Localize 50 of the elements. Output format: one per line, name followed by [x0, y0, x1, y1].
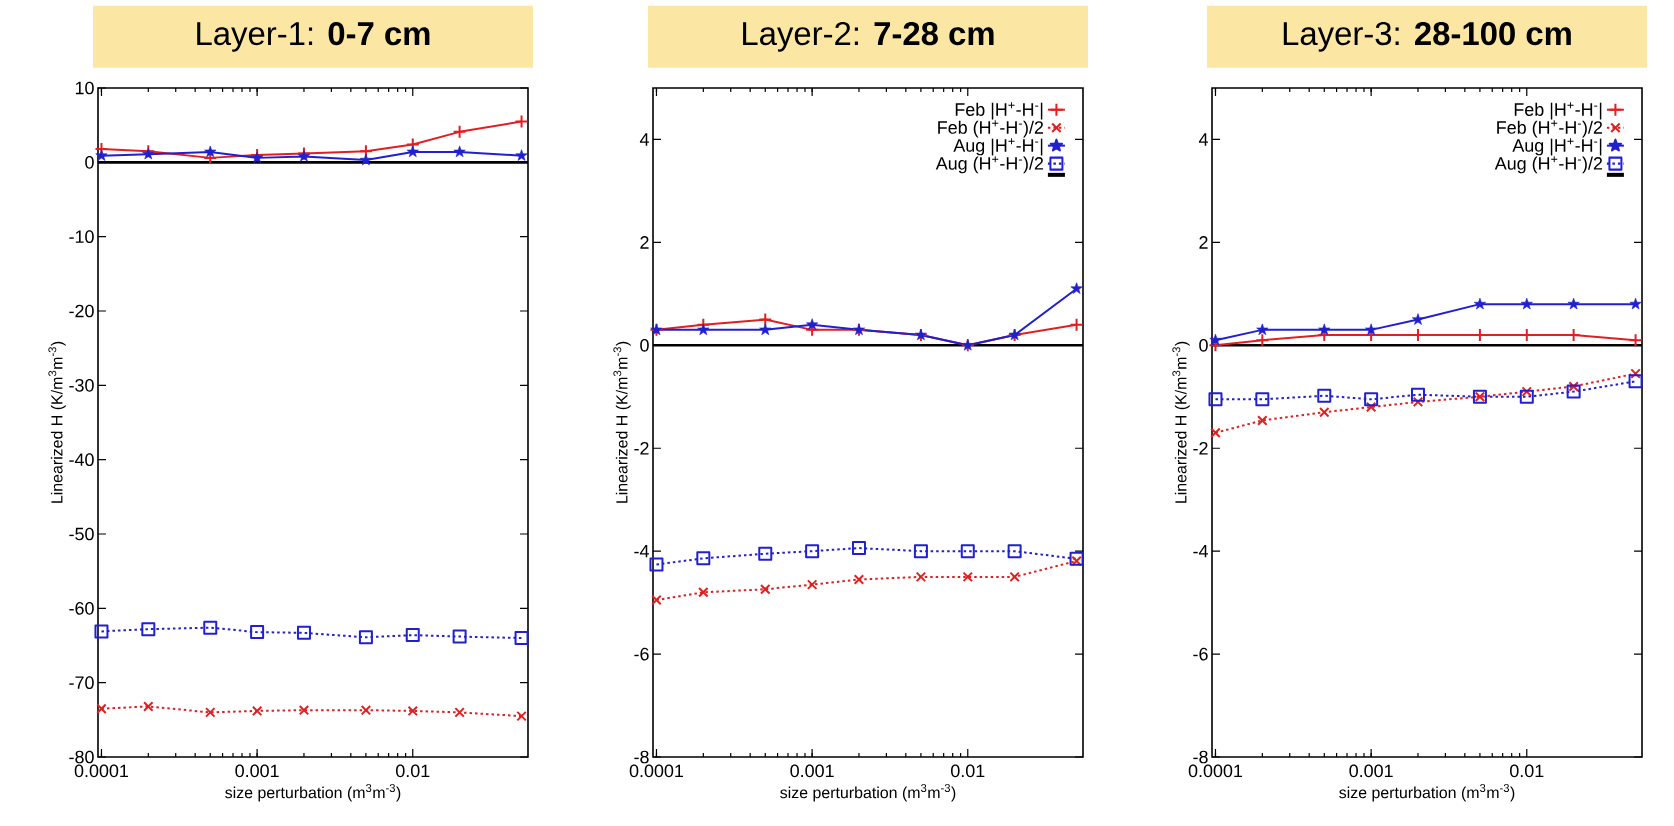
y-tick-label: -6 [634, 647, 649, 661]
y-tick-label: 2 [640, 236, 649, 249]
y-tick-label: -20 [69, 304, 94, 318]
legend-label: Feb |H$^{+}$-H$^{-}$| [1514, 102, 1602, 120]
y-tick-label: -10 [69, 230, 94, 244]
y-tick-label: 0 [1199, 338, 1208, 352]
chart-title: Layer-2: 7-28 cm [743, 21, 994, 52]
y-tick-label: -70 [69, 676, 94, 690]
y-axis-title: Linearized H (K/m$^{3}$m$^{-3}$) [613, 341, 631, 503]
x-tick-label: 0.0001 [1188, 764, 1243, 778]
legend-label: Feb (H$^{+}$-H$^{-}$)/2 [938, 120, 1044, 138]
legend-label: Aug |H$^{+}$-H$^{-}$| [1512, 138, 1602, 156]
y-tick-label: -4 [1193, 544, 1208, 558]
y-tick-label: -2 [1193, 441, 1208, 455]
x-tick-label: 0.01 [951, 764, 985, 778]
y-tick-label: 2 [1199, 236, 1208, 249]
y-tick-label: -60 [69, 601, 94, 615]
y-tick-label: -8 [1193, 750, 1208, 764]
legend-label: Aug (H$^{+}$-H$^{-}$)/2 [935, 156, 1044, 174]
y-tick-label: -40 [69, 453, 94, 467]
y-tick-label: -6 [1193, 647, 1208, 661]
legend-label: Aug (H$^{+}$-H$^{-}$)/2 [1494, 156, 1603, 174]
y-tick-label: 10 [75, 81, 94, 95]
y-tick-label: 4 [639, 133, 649, 146]
y-axis-title: Linearized H (K/m$^{3}$m$^{-3}$) [48, 341, 66, 503]
y-tick-label: 4 [1198, 133, 1208, 146]
y-tick-label: -50 [69, 527, 94, 541]
x-tick-label: 0.0001 [629, 764, 683, 778]
x-tick-label: 0.0001 [74, 764, 128, 778]
y-tick-label: 0 [640, 338, 649, 352]
y-tick-label: -8 [634, 750, 649, 764]
y-tick-label: -2 [634, 441, 649, 455]
legend-label: Feb (H$^{+}$-H$^{-}$)/2 [1497, 120, 1603, 138]
chart-title: Layer-3: 28-100 cm [1283, 21, 1571, 52]
x-tick-label: 0.001 [1349, 764, 1393, 778]
chart-title: Layer-1: 0-7 cm [197, 21, 430, 52]
legend-label: Feb |H$^{+}$-H$^{-}$| [955, 102, 1043, 120]
x-tick-label: 0.01 [396, 764, 430, 778]
y-tick-label: -30 [69, 378, 94, 392]
x-tick-label: 0.001 [790, 764, 834, 778]
y-axis-title: Linearized H (K/m$^{3}$m$^{-3}$) [1172, 341, 1190, 503]
y-tick-label: -80 [69, 750, 94, 764]
x-tick-label: 0.001 [235, 764, 279, 778]
x-tick-label: 0.01 [1510, 764, 1544, 778]
x-axis-title: size perturbation (m$^{3}$m$^{-3}$) [1339, 784, 1515, 802]
x-axis-title: size perturbation (m$^{3}$m$^{-3}$) [780, 784, 956, 802]
legend-label: Aug |H$^{+}$-H$^{-}$| [953, 138, 1043, 156]
x-axis-title: size perturbation (m$^{3}$m$^{-3}$) [225, 784, 401, 802]
y-tick-label: -4 [634, 544, 649, 558]
y-tick-label: 0 [85, 155, 94, 169]
